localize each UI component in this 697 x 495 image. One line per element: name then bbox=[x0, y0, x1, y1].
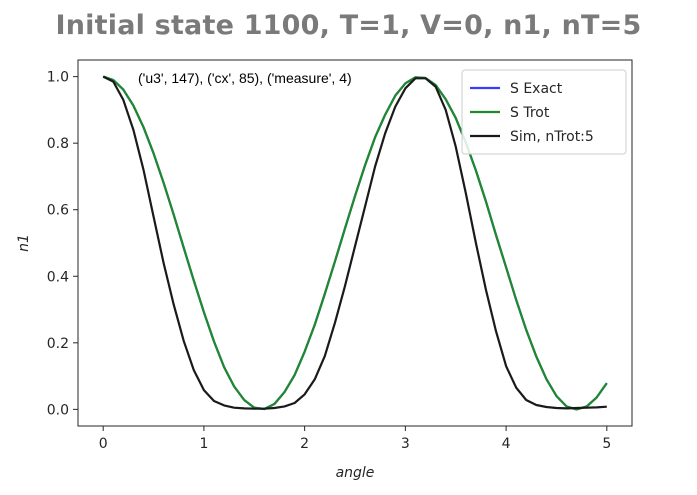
x-axis-label: angle bbox=[336, 465, 375, 481]
y-tick-label: 1.0 bbox=[47, 70, 69, 86]
plot-frame bbox=[77, 59, 633, 427]
y-axis: 0.0 0.2 0.4 0.6 0.8 1.0 bbox=[47, 70, 78, 418]
x-tick-label: 4 bbox=[502, 436, 511, 452]
y-tick-label: 0.0 bbox=[47, 402, 69, 418]
y-tick-label: 0.8 bbox=[47, 136, 69, 152]
series-line-1 bbox=[102, 75, 608, 411]
x-tick-label: 0 bbox=[99, 436, 108, 452]
x-tick-label: 3 bbox=[401, 436, 410, 452]
series-layer bbox=[102, 75, 608, 411]
series-line-2 bbox=[102, 75, 607, 410]
legend-label: S Exact bbox=[510, 81, 563, 97]
legend-box bbox=[461, 69, 627, 155]
legend-label: Sim, nTrot:5 bbox=[510, 129, 594, 145]
y-axis-label: n1 bbox=[16, 234, 32, 252]
x-tick-label: 2 bbox=[300, 436, 309, 452]
chart-title: Initial state 1100, T=1, V=0, n1, nT=5 bbox=[55, 10, 642, 41]
x-tick-label: 5 bbox=[602, 436, 611, 452]
x-axis: 0 1 2 3 4 5 bbox=[99, 426, 611, 452]
x-tick-label: 1 bbox=[199, 436, 208, 452]
y-tick-label: 0.2 bbox=[47, 336, 69, 352]
y-tick-label: 0.4 bbox=[47, 269, 69, 285]
circuit-annotation: ('u3', 147), ('cx', 85), ('measure', 4) bbox=[138, 70, 352, 86]
legend: S Exact S Trot Sim, nTrot:5 bbox=[461, 69, 627, 155]
y-tick-label: 0.6 bbox=[47, 203, 69, 219]
legend-label: S Trot bbox=[510, 105, 550, 121]
